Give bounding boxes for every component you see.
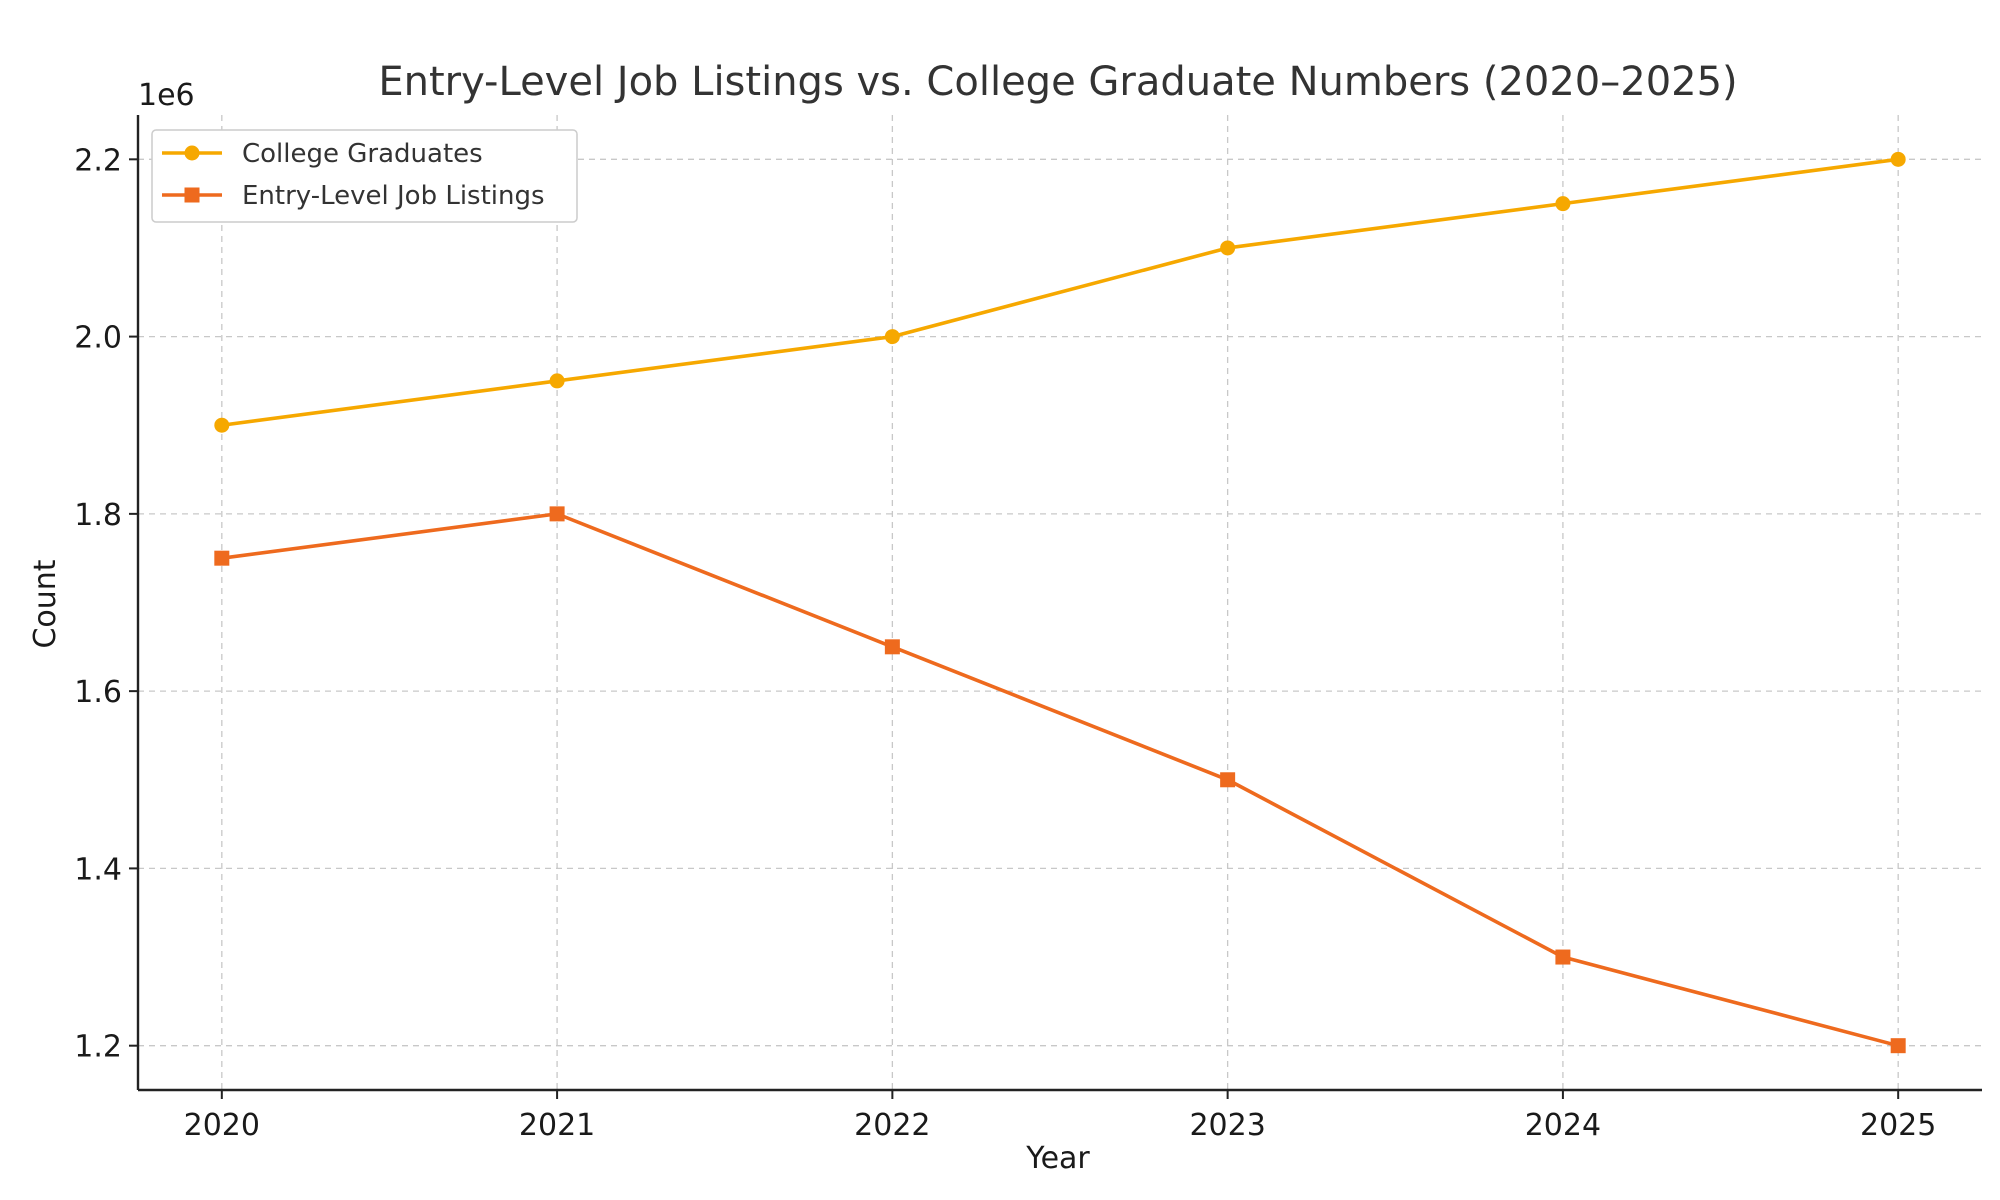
legend-label: Entry-Level Job Listings: [242, 181, 545, 211]
x-tick-label: 2021: [519, 1108, 595, 1143]
series-layer: [214, 151, 1906, 1054]
series-line: [220, 157, 1900, 428]
data-point: [1220, 772, 1236, 788]
series-1: [214, 151, 1906, 433]
data-point: [214, 550, 230, 566]
y-tick-label: 1.8: [74, 498, 122, 533]
data-point: [1555, 196, 1571, 212]
legend-swatch-marker: [184, 187, 200, 203]
axes-layer: [136, 115, 1982, 1092]
series-line: [220, 512, 1900, 1048]
data-point: [1220, 240, 1236, 256]
legend-swatch-marker: [184, 145, 200, 161]
data-point: [1890, 1038, 1906, 1054]
data-point: [549, 373, 565, 389]
legend-entry: College Graduates: [162, 139, 483, 169]
legend-entry: Entry-Level Job Listings: [162, 181, 545, 211]
x-tick-label: 2020: [184, 1108, 260, 1143]
legend: College Graduates Entry-Level Job Listing…: [151, 129, 578, 223]
data-point: [214, 417, 230, 433]
y-tick-label: 2.2: [74, 143, 122, 178]
ticks-layer: 2020 2021 2022 2023 2024 2025 1.2 1.4 1.6 1.8 2.0 2…: [74, 143, 1936, 1143]
chart-title: Entry-Level Job Listings vs. College Gra…: [378, 59, 1737, 105]
series-2: [214, 506, 1906, 1054]
legend-box: [151, 129, 578, 223]
x-tick-label: 2025: [1860, 1108, 1936, 1143]
x-axis-label: Year: [1025, 1141, 1090, 1176]
data-point: [884, 329, 900, 345]
grid-layer: [138, 115, 1982, 1090]
data-point: [1890, 151, 1906, 167]
y-tick-label: 1.4: [74, 852, 122, 887]
data-point: [549, 506, 565, 522]
y-tick-label: 2.0: [74, 321, 122, 356]
legend-label: College Graduates: [242, 139, 483, 169]
y-axis-offset-label: 1e6: [138, 78, 195, 113]
x-tick-label: 2024: [1525, 1108, 1601, 1143]
y-axis-label: Count: [28, 559, 63, 648]
x-tick-label: 2022: [854, 1108, 930, 1143]
y-tick-label: 1.6: [74, 675, 122, 710]
x-tick-label: 2023: [1189, 1108, 1265, 1143]
data-point: [1555, 949, 1571, 965]
y-tick-label: 1.2: [74, 1030, 122, 1065]
data-point: [884, 639, 900, 655]
